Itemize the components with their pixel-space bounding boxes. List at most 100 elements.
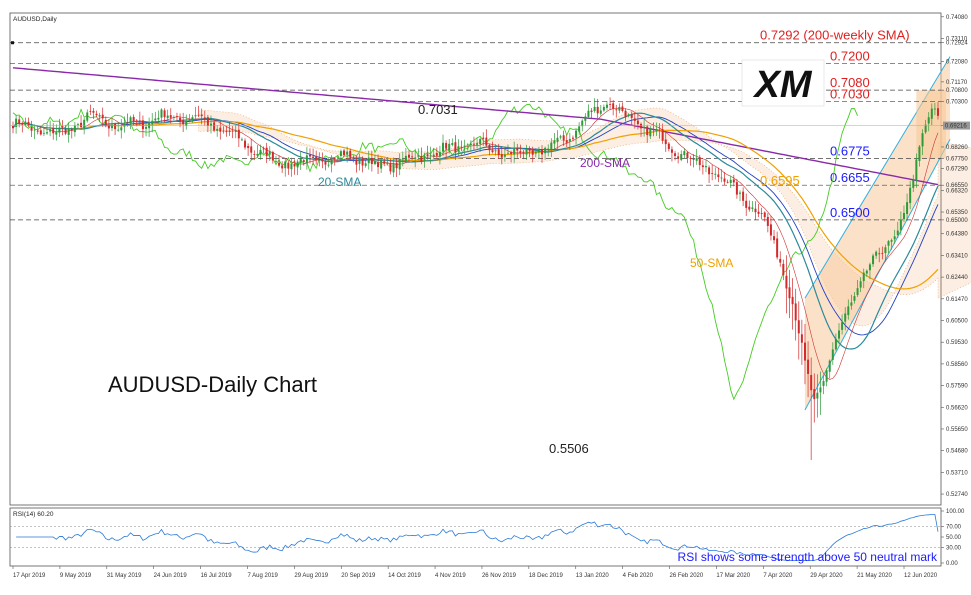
candle-body — [933, 108, 936, 110]
candle-body — [145, 126, 148, 129]
candle-body — [590, 110, 593, 112]
candle-body — [46, 132, 49, 134]
candle-body — [432, 154, 435, 157]
candle-body — [633, 118, 636, 121]
candle-body — [881, 252, 884, 254]
candle-body — [760, 213, 763, 214]
candle-body — [828, 360, 831, 372]
candle-body — [528, 148, 531, 151]
candle-body — [553, 140, 556, 144]
candle-body — [287, 162, 290, 169]
candle-body — [411, 156, 414, 158]
candle-body — [377, 162, 380, 168]
candle-body — [166, 115, 169, 119]
candle-body — [497, 149, 500, 156]
candle-body — [701, 165, 704, 168]
level-label-3: 0.7030 — [830, 86, 870, 101]
candle-body — [36, 130, 39, 132]
candle-body — [200, 114, 203, 117]
candle-body — [522, 151, 525, 154]
candle-body — [754, 208, 757, 213]
candle-body — [333, 158, 336, 160]
candle-body — [739, 192, 742, 194]
candle-body — [383, 161, 386, 164]
candle-body — [482, 137, 485, 139]
candle-body — [12, 125, 14, 129]
candle-body — [896, 230, 899, 235]
candle-body — [231, 130, 234, 132]
cloud-area — [198, 107, 971, 327]
candle-body — [274, 161, 277, 162]
candle-body — [711, 173, 714, 174]
candle-body — [86, 112, 89, 121]
date-tick-label: 29 Aug 2019 — [294, 573, 328, 579]
candle-body — [930, 108, 933, 119]
candle-body — [810, 375, 813, 391]
candle-body — [64, 129, 67, 134]
candle-body — [426, 154, 429, 157]
candle-body — [785, 275, 788, 289]
candle-body — [735, 182, 738, 195]
date-tick-label: 14 Oct 2019 — [388, 573, 421, 579]
candle-body — [776, 238, 779, 258]
candle-body — [568, 138, 571, 142]
candle-body — [686, 152, 689, 159]
candle-body — [451, 143, 454, 145]
candle-body — [488, 144, 491, 151]
candle-body — [519, 151, 522, 154]
candle-body — [284, 161, 287, 169]
candle-body — [599, 110, 602, 114]
candle-body — [442, 142, 445, 152]
date-tick-label: 24 Jun 2019 — [154, 573, 188, 579]
price-tick-label: 0.67290 — [946, 167, 968, 173]
candle-body — [209, 123, 212, 126]
candle-body — [596, 106, 599, 114]
candle-body — [547, 148, 550, 150]
candle-body — [819, 387, 822, 393]
candle-body — [856, 288, 859, 295]
candle-body — [126, 122, 129, 124]
candle-body — [308, 154, 311, 157]
candle-body — [714, 173, 717, 175]
logo-box — [741, 59, 825, 107]
candle-body — [352, 158, 355, 160]
candle-body — [698, 157, 701, 166]
rsi-tick-label: 0.00 — [946, 561, 958, 567]
candle-body — [185, 120, 188, 126]
candle-body — [485, 137, 488, 146]
candle-body — [571, 137, 574, 139]
candle-body — [172, 117, 175, 118]
candle-body — [621, 106, 624, 111]
candle-body — [878, 253, 881, 255]
lagging-span-line — [12, 103, 858, 401]
candle-body — [655, 128, 658, 131]
tenkan-line — [12, 107, 939, 380]
rsi-tick-label: 100.00 — [946, 509, 965, 515]
candle-body — [689, 158, 692, 159]
price-tick-label: 0.65000 — [946, 218, 968, 224]
candle-body — [667, 143, 670, 150]
date-tick-label: 31 May 2019 — [107, 573, 142, 579]
candle-body — [615, 109, 618, 111]
candle-body — [510, 152, 513, 154]
candle-body — [779, 258, 782, 263]
candle-body — [476, 143, 479, 145]
candle-body — [163, 110, 166, 118]
level-marker-dot — [11, 41, 14, 45]
candle-body — [80, 122, 83, 128]
candle-body — [305, 155, 308, 164]
candle-body — [584, 116, 587, 121]
candle-body — [534, 152, 537, 154]
candle-body — [216, 128, 219, 131]
candle-body — [513, 148, 516, 155]
price-tick-label: 0.68260 — [946, 145, 968, 151]
candle-body — [640, 123, 643, 129]
candle-body — [373, 161, 376, 165]
candle-body — [708, 167, 711, 175]
candle-body — [268, 151, 271, 155]
candle-body — [472, 143, 475, 145]
price-tick-label: 0.58560 — [946, 362, 968, 368]
candle-body — [18, 119, 21, 124]
candle-body — [129, 117, 132, 124]
